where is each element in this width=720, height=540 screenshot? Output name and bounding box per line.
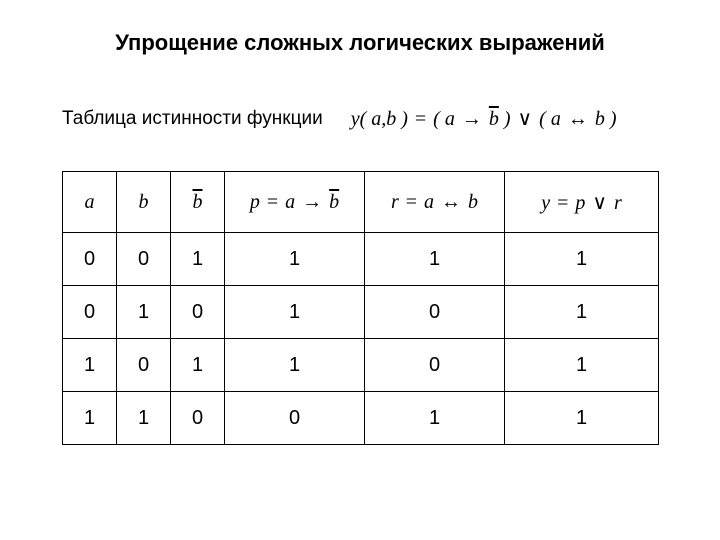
- cell: 0: [63, 233, 117, 286]
- cell: 1: [505, 339, 659, 392]
- p-notb: b: [329, 191, 339, 213]
- slide: Упрощение сложных логических выражений Т…: [0, 0, 720, 540]
- page-title: Упрощение сложных логических выражений: [50, 30, 670, 56]
- p-a: a: [285, 191, 295, 213]
- table-row: 1 0 1 1 0 1: [63, 339, 659, 392]
- cell: 1: [225, 339, 365, 392]
- cell: 0: [365, 286, 505, 339]
- cell: 0: [225, 392, 365, 445]
- table-header: a b b p = a → b r = a ↔ b: [63, 172, 659, 233]
- col-b: b: [117, 172, 171, 233]
- or-icon: ∨: [516, 108, 535, 130]
- table-header-row: a b b p = a → b r = a ↔ b: [63, 172, 659, 233]
- table-row: 0 0 1 1 1 1: [63, 233, 659, 286]
- table-body: 0 0 1 1 1 1 0 1 0 1 0 1 1 0 1 1 0 1: [63, 233, 659, 445]
- r-eq: =: [404, 191, 419, 213]
- col-a: a: [63, 172, 117, 233]
- r-var: r: [391, 191, 399, 213]
- subtitle-text: Таблица истинности функции: [62, 108, 323, 130]
- cell: 1: [365, 392, 505, 445]
- iff-icon: ↔: [439, 191, 463, 213]
- formula-notb: b: [489, 108, 499, 130]
- p-var: p: [250, 191, 260, 213]
- cell: 1: [117, 286, 171, 339]
- or-icon: ∨: [590, 192, 609, 214]
- col-r: r = a ↔ b: [365, 172, 505, 233]
- implies-icon: →: [300, 191, 324, 213]
- cell: 1: [117, 392, 171, 445]
- main-formula: y( a,b ) = ( a → b ) ∨ ( a ↔ b ): [351, 106, 617, 131]
- formula-lhs: y( a,b ): [351, 108, 408, 130]
- formula-lp2: ( a: [539, 108, 561, 130]
- cell: 1: [171, 339, 225, 392]
- cell: 1: [63, 339, 117, 392]
- formula-b2: b ): [595, 108, 617, 130]
- notb-symbol: b: [193, 191, 203, 213]
- cell: 0: [117, 339, 171, 392]
- truth-table: a b b p = a → b r = a ↔ b: [62, 171, 659, 445]
- formula-eq: =: [413, 108, 428, 130]
- y-r: r: [614, 192, 622, 214]
- col-notb: b: [171, 172, 225, 233]
- table-row: 1 1 0 0 1 1: [63, 392, 659, 445]
- cell: 1: [225, 233, 365, 286]
- cell: 0: [171, 392, 225, 445]
- implies-icon: →: [460, 108, 484, 130]
- y-p: p: [575, 192, 585, 214]
- r-b: b: [468, 191, 478, 213]
- cell: 1: [63, 392, 117, 445]
- cell: 0: [117, 233, 171, 286]
- col-y: y = p ∨ r: [505, 172, 659, 233]
- iff-icon: ↔: [566, 108, 590, 130]
- cell: 1: [225, 286, 365, 339]
- formula-rp1: ): [504, 108, 511, 130]
- y-eq: =: [555, 192, 570, 214]
- subtitle-row: Таблица истинности функции y( a,b ) = ( …: [62, 106, 670, 131]
- cell: 1: [505, 392, 659, 445]
- y-var: y: [541, 192, 550, 214]
- cell: 0: [63, 286, 117, 339]
- cell: 1: [171, 233, 225, 286]
- p-eq: =: [265, 191, 280, 213]
- col-p: p = a → b: [225, 172, 365, 233]
- cell: 0: [171, 286, 225, 339]
- cell: 1: [365, 233, 505, 286]
- cell: 1: [505, 233, 659, 286]
- r-a: a: [424, 191, 434, 213]
- formula-lp1: ( a: [433, 108, 455, 130]
- cell: 1: [505, 286, 659, 339]
- cell: 0: [365, 339, 505, 392]
- table-row: 0 1 0 1 0 1: [63, 286, 659, 339]
